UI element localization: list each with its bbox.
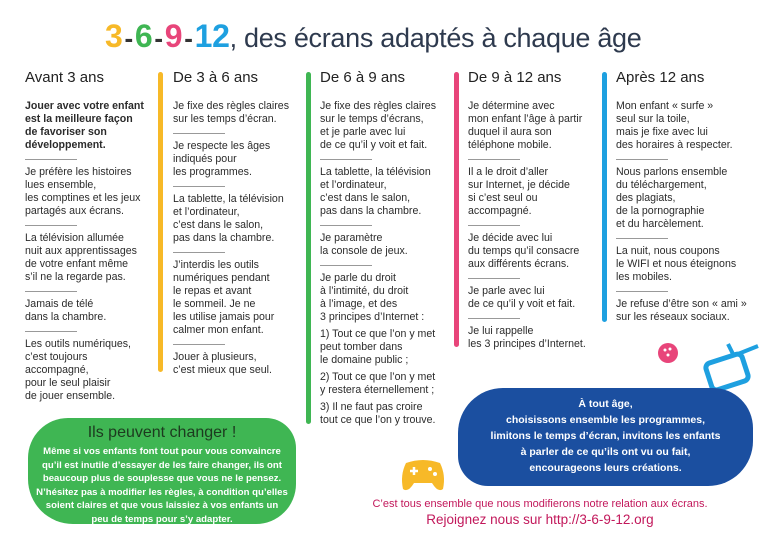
principle-item: 1) Tout ce que l’on y met peut tomber da… (320, 328, 436, 366)
separator (468, 159, 520, 160)
principle-item: 3) Il ne faut pas croire tout ce que l’o… (320, 401, 436, 426)
footer: C’est tous ensemble que nous modifierons… (330, 498, 750, 527)
advice-item: Je fixe des règles claires sur les temps… (173, 100, 289, 125)
age-column: De 3 à 6 ans Je fixe des règles claires s… (173, 68, 313, 377)
title-age-12: 12 (194, 18, 230, 54)
separator (320, 265, 372, 266)
title-age-6: 6 (134, 18, 153, 54)
advice-item: La télévision allumée nuit aux apprentis… (25, 232, 137, 283)
advice-item: Nous parlons ensemble du téléchargement,… (616, 166, 728, 230)
column-heading: De 6 à 9 ans (320, 69, 406, 86)
separator (173, 252, 225, 253)
advice-item: Je respecte les âges indiqués pour les p… (173, 140, 271, 178)
separator (320, 159, 372, 160)
advice-item: Je parle du droit à l’intimité, du droit… (320, 272, 425, 323)
column-heading: Avant 3 ans (25, 69, 104, 86)
age-column: Avant 3 ans Jouer avec votre enfant est l… (25, 68, 165, 403)
advice-item: La nuit, nous coupons le WIFI et nous ét… (616, 245, 737, 283)
separator (616, 291, 668, 292)
column-heading: De 9 à 12 ans (468, 69, 562, 86)
separator (173, 133, 225, 134)
green-speech-bubble: Ils peuvent changer ! Même si vos enfant… (28, 418, 296, 525)
advice-item: Je préfère les histoires lues ensemble, … (25, 166, 141, 217)
advice-item: Mon enfant « surfe » seul sur la toile, … (616, 100, 733, 151)
advice-item: Il a le droit d’aller sur Internet, je d… (468, 166, 570, 217)
separator (173, 186, 225, 187)
divider-green (306, 72, 311, 424)
advice-item: La tablette, la télévision et l’ordinate… (320, 166, 431, 217)
advice-item: Je décide avec lui du temps qu’il consac… (468, 232, 580, 270)
separator (25, 331, 77, 332)
advice-item: Jouer à plusieurs, c’est mieux que seul. (173, 351, 272, 376)
blue-speech-bubble: À tout âge, choisissons ensemble les pro… (458, 388, 753, 486)
advice-item: J’interdis les outils numériques pendant… (173, 259, 275, 336)
tv-icon (703, 343, 759, 393)
footer-link[interactable]: Rejoignez nous sur http://3-6-9-12.org (426, 512, 654, 527)
advice-item: Je détermine avec mon enfant l’âge à par… (468, 100, 583, 151)
green-bubble-title: Ils peuvent changer ! (87, 424, 237, 441)
separator (25, 291, 77, 292)
title-age-3: 3 (105, 18, 123, 54)
age-column: De 6 à 9 ans Je fixe des règles claires s… (320, 68, 460, 427)
divider-blue (602, 72, 607, 322)
separator (25, 225, 77, 226)
separator (468, 318, 520, 319)
advice-item: La tablette, la télévision et l’ordinate… (173, 193, 284, 244)
advice-item: Je parle avec lui de ce qu’il y voit et … (468, 285, 576, 310)
title-dash: - (124, 23, 134, 53)
advice-item: Je fixe des règles claires sur le temps … (320, 100, 436, 151)
age-column: De 9 à 12 ans Je détermine avec mon enfan… (468, 68, 608, 351)
column-heading: De 3 à 6 ans (173, 69, 259, 86)
column-heading: Après 12 ans (616, 69, 705, 86)
title-age-9: 9 (164, 18, 183, 54)
separator (468, 225, 520, 226)
principle-item: 2) Tout ce que l’on y met y restera éter… (320, 371, 436, 396)
title-dash: - (154, 23, 163, 53)
blue-bubble-text: À tout âge, choisissons ensemble les pro… (490, 398, 721, 474)
age-column: Après 12 ans Mon enfant « surfe » seul su… (616, 68, 756, 324)
separator (173, 344, 225, 345)
advice-item: Je paramètre la console de jeux. (320, 232, 408, 257)
separator (616, 238, 668, 239)
ladybug-icon (658, 343, 678, 363)
advice-item: Je lui rappelle les 3 principes d’Intern… (468, 325, 586, 350)
page-title: 3-6-9-12, des écrans adaptés à chaque âg… (105, 18, 642, 55)
green-bubble-text: Même si vos enfants font tout pour vous … (36, 446, 288, 525)
divider-yellow (158, 72, 163, 372)
advice-item: Jamais de télé dans la chambre. (25, 298, 107, 323)
separator (25, 159, 77, 160)
title-dash: - (184, 23, 193, 53)
title-text: , des écrans adaptés à chaque âge (229, 23, 642, 53)
divider-pink (454, 72, 459, 347)
advice-item: Les outils numériques, c’est toujours ac… (25, 338, 131, 402)
separator (616, 159, 668, 160)
separator (468, 278, 520, 279)
footer-message: C’est tous ensemble que nous modifierons… (372, 498, 708, 510)
advice-item: Jouer avec votre enfant est la meilleure… (25, 100, 144, 151)
separator (320, 225, 372, 226)
gamepad-icon (402, 460, 444, 491)
advice-item: Je refuse d’être son « ami » sur les rés… (616, 298, 747, 323)
